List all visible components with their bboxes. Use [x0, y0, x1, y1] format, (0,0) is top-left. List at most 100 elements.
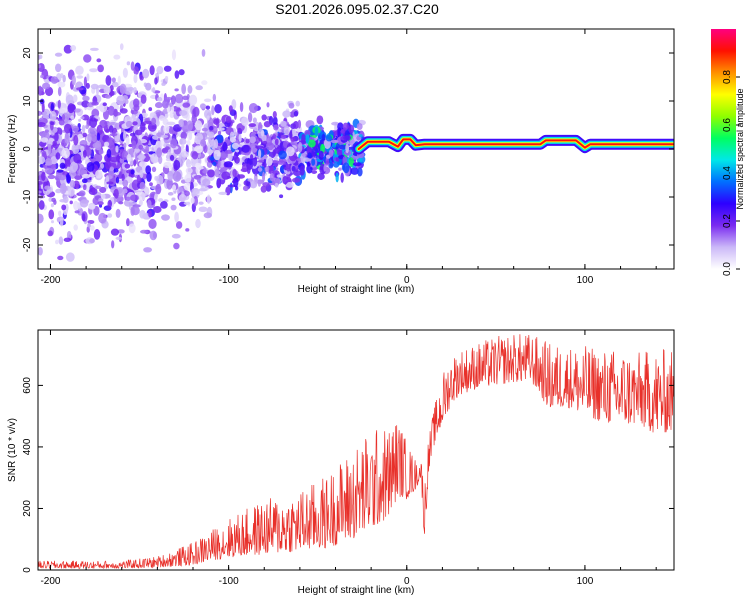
spectrogram-blob: [161, 82, 166, 86]
spectrogram-blob: [85, 124, 89, 130]
colorbar-tick-label: 0.0: [722, 262, 733, 276]
spectrogram-blob: [166, 151, 172, 156]
spectrogram-blob: [89, 117, 98, 128]
spectrogram-blob: [38, 85, 42, 97]
spectrogram-blob: [318, 150, 324, 161]
spectrogram-blob: [107, 105, 115, 116]
spectrogram-blob: [38, 200, 45, 210]
spectrogram-blob: [154, 77, 158, 85]
spectrogram-blob: [91, 186, 96, 195]
spectrogram-blob: [207, 169, 216, 178]
spectrogram-blob: [245, 138, 250, 144]
spectrogram-blob: [73, 153, 82, 164]
spectrogram-blob: [278, 150, 287, 160]
spectrogram-blob: [149, 112, 155, 117]
spectrogram-blob: [56, 169, 64, 173]
spectrogram-blob: [80, 116, 85, 120]
spectrogram-blob: [138, 144, 144, 150]
spectrogram-blob: [148, 210, 152, 218]
spectrogram-blob: [46, 143, 52, 147]
snr-series-line: [38, 334, 674, 570]
spectrogram-blob: [143, 120, 153, 124]
spectrogram-blob: [104, 141, 110, 147]
spectrogram-blob: [174, 93, 184, 104]
spectrogram-blob: [206, 194, 211, 205]
spectrogram-blob: [115, 145, 119, 153]
spectrogram-blob: [119, 83, 127, 95]
spectrogram-blob: [70, 161, 79, 172]
spectrogram-blob: [173, 159, 181, 171]
spectrogram-blob: [117, 75, 121, 86]
spectrogram-blob: [190, 197, 195, 204]
spectrogram-blob: [234, 156, 240, 164]
spectrogram-blob: [202, 178, 211, 187]
spectrogram-blob: [47, 230, 53, 237]
spectrogram-blob: [55, 239, 59, 245]
spectrogram-blob: [77, 207, 84, 216]
spectrogram-blob: [282, 110, 291, 118]
spectrogram-blob: [38, 110, 42, 116]
spectrogram-blob: [44, 129, 49, 133]
spectrogram-blob: [151, 166, 157, 173]
spectrogram-blob: [317, 172, 325, 180]
spectrogram-blob: [195, 162, 201, 168]
spectrogram-blob: [38, 181, 43, 185]
spectrogram-blob: [125, 120, 133, 128]
spectrogram-blob: [332, 144, 337, 148]
spectrogram-blob: [113, 188, 119, 199]
spectrogram-blob: [64, 203, 69, 212]
spectrogram-blob: [222, 141, 228, 152]
spectrogram-blob: [208, 131, 215, 139]
spectrogram-blob: [262, 171, 266, 183]
spectrogram-blob: [122, 188, 128, 194]
spectrogram-blob: [246, 163, 251, 175]
spectrogram-blob: [180, 131, 187, 140]
spectrogram-blob: [113, 54, 121, 60]
spectrogram-blob: [170, 204, 177, 211]
spectrogram-blob: [69, 179, 76, 189]
spectrogram-x-tick-label: 100: [577, 275, 594, 286]
spectrogram-blob: [216, 134, 224, 144]
spectrogram-blob: [133, 73, 138, 84]
spectrogram-blob: [59, 183, 67, 195]
spectrogram-blob: [74, 175, 82, 180]
spectrogram-blob: [48, 209, 55, 220]
spectrogram-blob: [171, 233, 181, 239]
spectrogram-blob: [185, 228, 190, 232]
spectrogram-blob: [61, 204, 67, 211]
spectrogram-blob: [201, 80, 208, 86]
spectrogram-blob: [270, 160, 279, 164]
spectrogram-blob: [148, 218, 157, 229]
spectrogram-blob: [205, 105, 211, 110]
spectrogram-blob: [125, 196, 131, 201]
spectrogram-blob: [337, 127, 342, 139]
spectrogram-blob: [165, 154, 170, 159]
snr-x-tick-label: 100: [577, 576, 594, 587]
snr-y-tick-label: 0: [22, 567, 33, 573]
spectrogram-blob: [174, 211, 179, 223]
spectrogram-blob: [234, 132, 238, 136]
spectrogram-blob: [38, 121, 46, 128]
spectrogram-blob: [123, 142, 127, 149]
colorbar-tick-label: 0.6: [722, 118, 733, 132]
spectrogram-blob: [299, 165, 305, 176]
spectrogram-blob: [285, 181, 294, 188]
spectrogram-blob: [293, 170, 302, 177]
spectrogram-blob: [238, 133, 242, 143]
spectrogram-blob: [140, 121, 146, 133]
spectrogram-blob: [288, 102, 295, 109]
spectrogram-blob: [76, 87, 84, 91]
spectrogram-blob: [164, 146, 170, 150]
spectrogram-blob: [150, 153, 160, 164]
spectrogram-y-tick-label: -10: [22, 189, 33, 204]
spectrogram-blob: [218, 191, 228, 195]
spectrogram-blob: [118, 201, 124, 205]
spectrogram-blob: [57, 255, 64, 261]
spectrogram-blob: [240, 116, 249, 127]
spectrogram-blob: [357, 167, 363, 177]
spectrogram-blob: [49, 110, 57, 122]
spectrogram-blob: [86, 162, 95, 172]
spectrogram-blob: [94, 140, 102, 151]
snr-y-tick-label: 200: [22, 500, 33, 517]
